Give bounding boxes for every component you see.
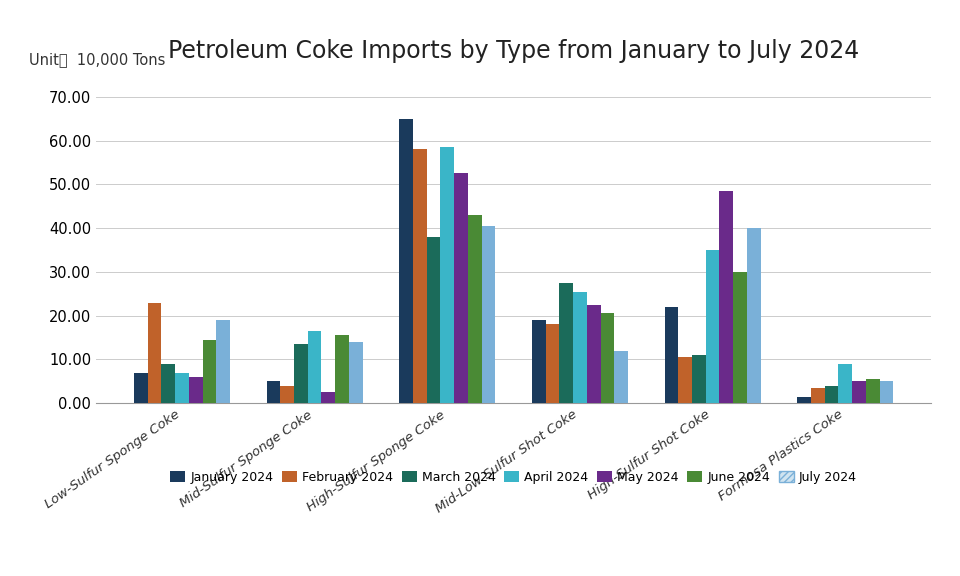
Bar	[560, 283, 573, 403]
Bar	[175, 373, 189, 403]
Bar	[294, 344, 308, 403]
Bar	[189, 377, 203, 403]
Bar	[454, 173, 468, 403]
Bar	[335, 335, 348, 403]
Bar	[216, 320, 230, 403]
Bar	[852, 381, 866, 403]
Bar	[733, 272, 747, 403]
Bar	[532, 320, 545, 403]
Bar	[706, 250, 719, 403]
Bar	[587, 305, 601, 403]
Bar	[811, 388, 825, 403]
Bar	[747, 228, 760, 403]
Bar	[280, 386, 294, 403]
Bar	[879, 381, 893, 403]
Bar	[614, 351, 628, 403]
Bar	[413, 149, 426, 403]
Bar	[322, 392, 335, 403]
Bar	[441, 147, 454, 403]
Bar	[601, 313, 614, 403]
Bar	[148, 302, 161, 403]
Bar	[308, 331, 322, 403]
Bar	[545, 324, 560, 403]
Bar	[664, 307, 679, 403]
Bar	[719, 191, 733, 403]
Bar	[134, 373, 148, 403]
Bar	[399, 119, 413, 403]
Bar	[267, 381, 280, 403]
Legend: January 2024, February 2024, March 2024, April 2024, May 2024, June 2024, July 2: January 2024, February 2024, March 2024,…	[165, 466, 862, 489]
Bar	[679, 357, 692, 403]
Title: Petroleum Coke Imports by Type from January to July 2024: Petroleum Coke Imports by Type from Janu…	[168, 39, 859, 63]
Bar	[482, 226, 495, 403]
Bar	[426, 237, 441, 403]
Bar	[203, 340, 216, 403]
Bar	[838, 364, 852, 403]
Bar	[468, 215, 482, 403]
Text: Unit：  10,000 Tons: Unit： 10,000 Tons	[29, 52, 165, 67]
Bar	[573, 291, 587, 403]
Bar	[825, 386, 838, 403]
Bar	[797, 397, 811, 403]
Bar	[692, 355, 706, 403]
Bar	[866, 379, 879, 403]
Bar	[348, 342, 363, 403]
Bar	[161, 364, 175, 403]
